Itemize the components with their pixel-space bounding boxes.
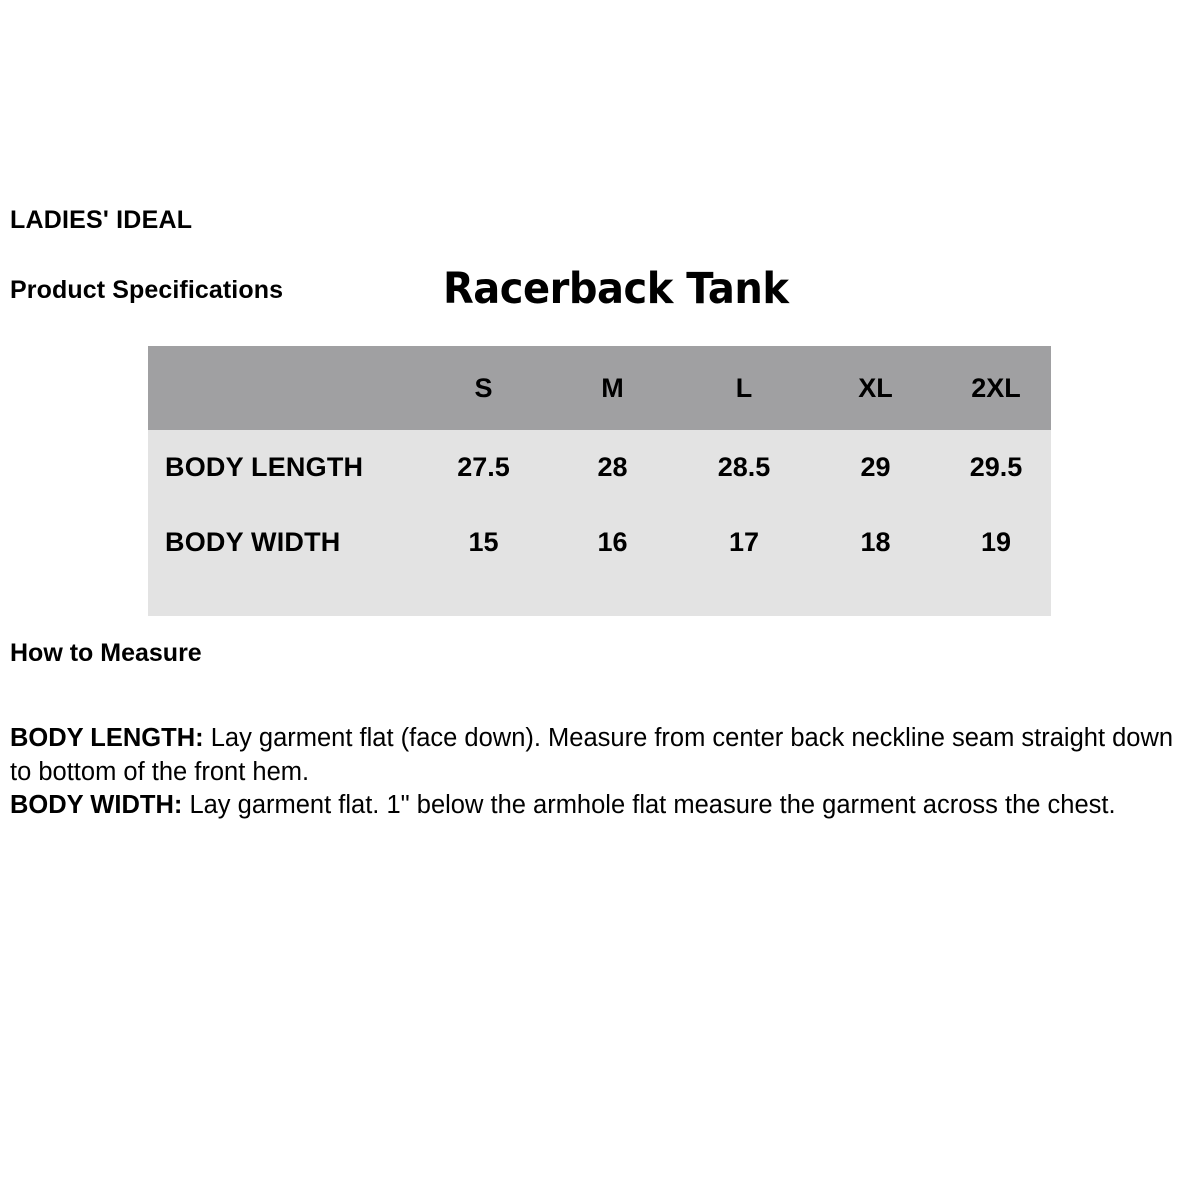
table-row: BODY WIDTH 15 16 17 18 19 (148, 505, 1051, 580)
row-label-body-length: BODY LENGTH (148, 430, 420, 505)
cell-body-width-s: 15 (420, 505, 547, 580)
cell-body-length-l: 28.5 (678, 430, 810, 505)
how-to-measure-heading: How to Measure (10, 639, 202, 667)
cell-body-length-xl: 29 (810, 430, 941, 505)
table-header-corner (148, 346, 420, 430)
cell-body-length-m: 28 (547, 430, 678, 505)
brand-heading: LADIES' IDEAL (10, 206, 193, 234)
table-header-size-s: S (420, 346, 547, 430)
table-header-size-xl: XL (810, 346, 941, 430)
product-title: Racerback Tank (443, 264, 789, 314)
measure-text-body-length: Lay garment flat (face down). Measure fr… (10, 724, 1174, 786)
table-header-row: S M L XL 2XL (148, 346, 1051, 430)
table-header-size-m: M (547, 346, 678, 430)
measure-item-body-length: BODY LENGTH: Lay garment flat (face down… (10, 722, 1190, 789)
table-header-size-2xl: 2XL (941, 346, 1051, 430)
table-bottom-padding-cell (148, 580, 1051, 616)
cell-body-length-2xl: 29.5 (941, 430, 1051, 505)
table-bottom-padding-row (148, 580, 1051, 616)
table-row: BODY LENGTH 27.5 28 28.5 29 29.5 (148, 430, 1051, 505)
cell-body-length-s: 27.5 (420, 430, 547, 505)
cell-body-width-2xl: 19 (941, 505, 1051, 580)
cell-body-width-l: 17 (678, 505, 810, 580)
measure-item-body-width: BODY WIDTH: Lay garment flat. 1" below t… (10, 789, 1190, 823)
table-header-size-l: L (678, 346, 810, 430)
size-spec-table: S M L XL 2XL BODY LENGTH 27.5 28 28.5 29… (148, 346, 1051, 616)
how-to-measure-list: BODY LENGTH: Lay garment flat (face down… (10, 722, 1190, 823)
cell-body-width-m: 16 (547, 505, 678, 580)
product-specifications-label: Product Specifications (10, 276, 284, 304)
measure-term-body-width: BODY WIDTH: (10, 791, 183, 820)
measure-term-body-length: BODY LENGTH: (10, 724, 204, 752)
cell-body-width-xl: 18 (810, 505, 941, 580)
row-label-body-width: BODY WIDTH (148, 505, 420, 580)
measure-text-body-width: Lay garment flat. 1" below the armhole f… (182, 791, 1116, 820)
